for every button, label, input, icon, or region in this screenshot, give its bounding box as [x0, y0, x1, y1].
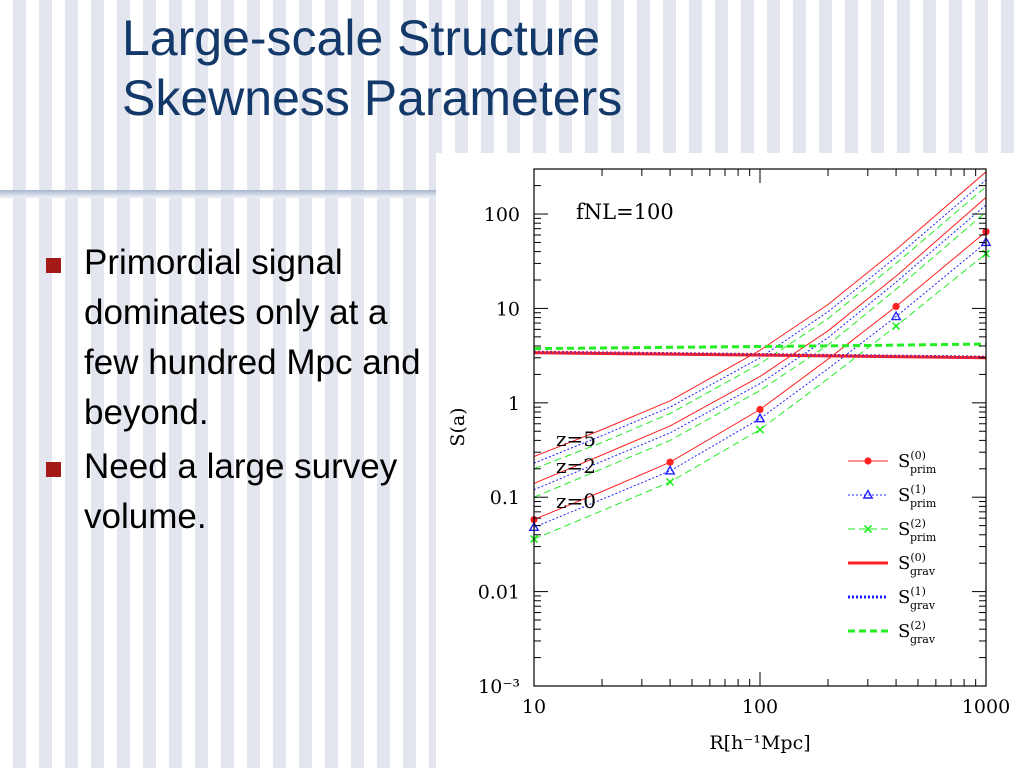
slide-title-line-2: Skewness Parameters	[122, 70, 623, 126]
series-line	[534, 350, 986, 359]
data-point-marker	[666, 458, 674, 466]
chart-panel: 10 100 1000 10⁻³ 0.01 0.1 1 10 100 R[h⁻¹Mpc] S(a) f…	[436, 153, 1024, 768]
slide-title-line-1: Large-scale Structure	[122, 10, 601, 66]
x-tick-label: 1000	[962, 696, 1010, 718]
legend-label: S(0) prim	[898, 449, 937, 476]
x-tick-label: 10	[522, 696, 546, 718]
data-point-marker	[892, 302, 900, 311]
bullet-square-icon	[46, 462, 61, 477]
data-point-marker	[890, 310, 902, 321]
data-point-marker	[666, 477, 675, 487]
legend-marker	[864, 457, 872, 465]
series-line	[534, 204, 986, 491]
y-tick-label: 1	[508, 393, 520, 415]
legend-label: S(2) grav	[898, 619, 936, 646]
y-tick-label: 0.01	[478, 582, 520, 604]
data-point-marker	[664, 464, 676, 475]
data-point-marker	[755, 425, 765, 434]
data-point-marker	[756, 405, 764, 414]
legend-label: S(0) grav	[898, 551, 936, 578]
redshift-label: z=0	[556, 489, 596, 513]
skewness-chart: 10 100 1000 10⁻³ 0.01 0.1 1 10 100 R[h⁻¹Mpc] S(a) f…	[447, 168, 1010, 754]
legend-label: S(1) prim	[898, 483, 937, 510]
legend-marker	[863, 524, 873, 534]
y-axis-label: S(a)	[447, 407, 469, 446]
fnl-annotation: fNL=100	[576, 200, 674, 224]
x-tick-label: 100	[742, 696, 778, 718]
bullet-item: Primordial signal dominates only at a fe…	[44, 238, 424, 438]
x-axis-label: R[h⁻¹Mpc]	[709, 732, 810, 754]
redshift-label: z=5	[556, 427, 596, 451]
series-line	[534, 342, 986, 351]
bullet-text: Need a large survey volume.	[84, 447, 398, 536]
y-tick-label: 10	[496, 298, 520, 320]
slide-title: Large-scale Structure Skewness Parameter…	[122, 8, 622, 128]
data-point-marker	[892, 322, 901, 331]
series-line	[534, 231, 986, 520]
y-tick-label: 100	[484, 204, 520, 226]
legend-marker	[862, 489, 874, 499]
y-tick-label: 10⁻³	[478, 676, 520, 698]
series-line	[534, 211, 986, 498]
series-line	[534, 186, 986, 470]
bullet-text: Primordial signal dominates only at a fe…	[84, 243, 421, 432]
bullet-square-icon	[46, 258, 61, 273]
bullet-list: Primordial signal dominates only at a fe…	[44, 238, 424, 546]
series-line	[534, 171, 986, 457]
series-line	[534, 179, 986, 464]
legend-label: S(2) prim	[898, 517, 937, 544]
bullet-item: Need a large survey volume.	[44, 442, 424, 542]
y-tick-label: 0.1	[490, 487, 520, 509]
series-line	[534, 242, 986, 528]
series-line	[534, 197, 986, 484]
title-divider	[0, 190, 436, 198]
data-point-marker	[754, 412, 766, 423]
redshift-label: z=2	[556, 454, 596, 478]
legend-label: S(1) grav	[898, 585, 936, 612]
